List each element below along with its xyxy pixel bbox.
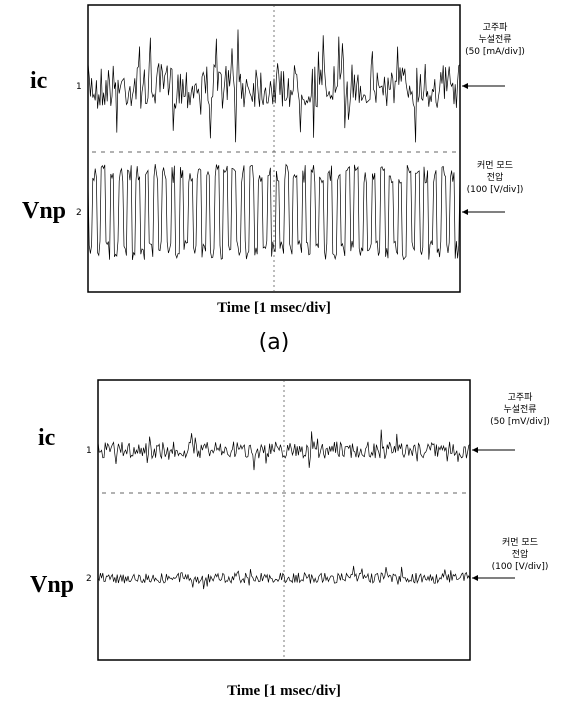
arrow-head [462, 209, 468, 215]
annotation: (100 [V/div]) [492, 562, 549, 572]
annotation: 누설전류 [478, 34, 511, 45]
arrow-head [462, 83, 468, 89]
channel-marker: 2 [86, 574, 92, 584]
annotation: 커먼 모드 [477, 160, 513, 171]
annotation: (100 [V/div]) [467, 185, 524, 195]
channel-marker: 2 [76, 208, 82, 218]
annotation: 전압 [487, 171, 504, 183]
channel-marker: 1 [76, 82, 82, 92]
caption: (a) [259, 330, 290, 355]
annotation: (50 [mA/div]) [465, 47, 525, 57]
channel-label: ic [38, 425, 56, 451]
annotation: 전압 [512, 548, 529, 560]
channel-marker: 1 [86, 446, 92, 456]
x-axis-label: Time [1 msec/div] [217, 300, 331, 316]
annotation: 고주파 [508, 392, 534, 403]
channel-label: Vnp [22, 198, 66, 224]
arrow-head [472, 575, 478, 581]
arrow-head [472, 447, 478, 453]
x-axis-label: Time [1 msec/div] [227, 683, 341, 699]
figure: ic1고주파누설전류(50 [mA/div])Vnp2커먼 모드전압(100 [… [0, 0, 562, 708]
annotation: 고주파 [483, 22, 509, 33]
channel-label: ic [30, 68, 48, 94]
annotation: 커먼 모드 [502, 537, 538, 548]
annotation: (50 [mV/div]) [490, 417, 550, 427]
channel-label: Vnp [30, 572, 74, 598]
annotation: 누설전류 [503, 404, 536, 415]
